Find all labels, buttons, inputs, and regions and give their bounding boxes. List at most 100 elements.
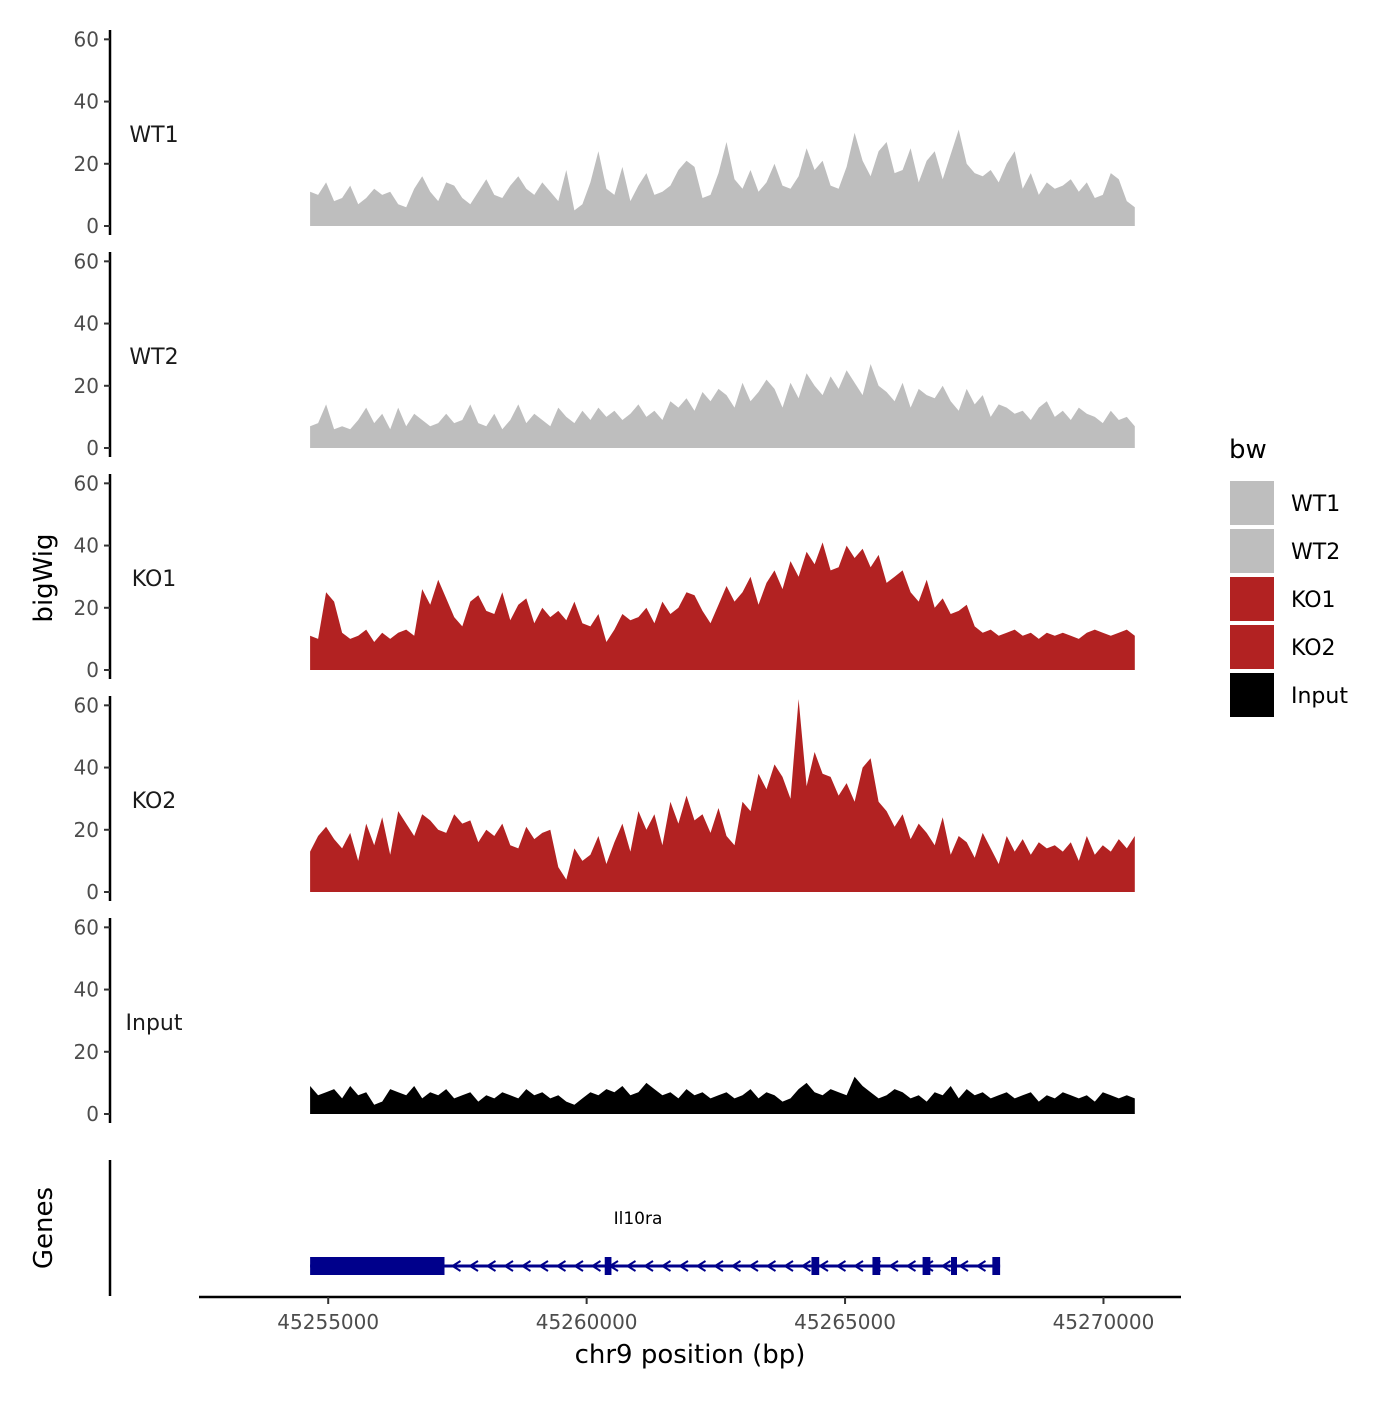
y-axis-title: bigWig: [29, 533, 59, 622]
legend-label: Input: [1291, 684, 1348, 709]
strand-arrow: [555, 1260, 567, 1272]
tracks: 0 20 40 60 WT1 0 20 40 60 WT2 0 20 40 60 KO1 0 20 40 60 KO2…: [74, 27, 1135, 1126]
x-axis-title: chr9 position (bp): [575, 1340, 806, 1370]
strand-arrow: [888, 1260, 899, 1272]
gene-label: Il10ra: [614, 1209, 663, 1229]
strand-arrow: [503, 1260, 514, 1272]
strand-arrow: [450, 1260, 462, 1272]
strand-arrow: [520, 1260, 532, 1272]
strand-arrow: [713, 1260, 724, 1272]
y-tick-label: 0: [86, 1102, 99, 1126]
strand-arrow: [590, 1260, 602, 1272]
exon: [872, 1257, 881, 1275]
legend-swatch: [1228, 527, 1276, 575]
y-tick-label: 0: [86, 436, 99, 460]
track-label: KO2: [132, 789, 177, 814]
legend-swatch: [1228, 575, 1276, 623]
legend-swatch: [1228, 479, 1276, 527]
strand-arrow: [835, 1260, 847, 1272]
x-tick-label: 45255000: [277, 1310, 379, 1334]
strand-arrow: [678, 1260, 689, 1272]
track-label: WT1: [129, 123, 178, 148]
track-wt2: 0 20 40 60 WT2: [74, 249, 1135, 460]
exon: [310, 1257, 445, 1275]
strand-arrow: [573, 1260, 584, 1272]
strand-arrow: [975, 1260, 987, 1272]
strand-arrow: [748, 1260, 759, 1272]
y-tick-label: 60: [74, 249, 99, 273]
exon: [992, 1257, 1001, 1275]
y-tick-label: 40: [74, 978, 99, 1002]
legend-item-ko1: KO1: [1228, 575, 1336, 623]
area-input: [310, 1076, 1135, 1114]
exon: [951, 1257, 958, 1275]
genes-axis-title: Genes: [29, 1187, 59, 1269]
strand-arrow: [905, 1260, 917, 1272]
strand-arrow: [800, 1260, 812, 1272]
y-tick-label: 0: [86, 880, 99, 904]
strand-arrow: [695, 1260, 707, 1272]
y-tick-label: 60: [74, 471, 99, 495]
x-axis: 45255000 45260000 45265000 45270000: [199, 1295, 1181, 1334]
strand-arrow: [958, 1260, 969, 1272]
strand-arrow: [643, 1260, 654, 1272]
exon: [604, 1257, 612, 1275]
area-ko1: [310, 542, 1135, 670]
strand-arrow: [485, 1260, 497, 1272]
y-tick-label: 0: [86, 658, 99, 682]
legend-item-wt2: WT2: [1228, 527, 1340, 575]
legend-label: KO1: [1291, 588, 1336, 613]
track-label: Input: [126, 1011, 183, 1036]
x-tick-label: 45260000: [536, 1310, 638, 1334]
legend-item-ko2: KO2: [1228, 623, 1336, 671]
legend-item-wt1: WT1: [1228, 479, 1340, 527]
y-tick-label: 40: [74, 90, 99, 114]
y-tick-label: 0: [86, 214, 99, 238]
gene-panel: Il10ra: [108, 1160, 1001, 1296]
x-tick-label: 45270000: [1053, 1310, 1155, 1334]
legend-swatch: [1228, 671, 1276, 719]
track-ko1: 0 20 40 60 KO1: [74, 471, 1135, 682]
area-ko2: [310, 699, 1135, 892]
y-tick-label: 20: [74, 596, 99, 620]
exon: [922, 1257, 931, 1275]
exon: [811, 1257, 820, 1275]
y-tick-label: 40: [74, 534, 99, 558]
y-tick-label: 40: [74, 756, 99, 780]
legend: bw WT1 WT2 KO1 KO2 Input: [1228, 435, 1348, 719]
legend-items: WT1 WT2 KO1 KO2 Input: [1228, 479, 1348, 719]
y-tick-label: 20: [74, 818, 99, 842]
y-tick-label: 20: [74, 374, 99, 398]
y-tick-label: 20: [74, 1040, 99, 1064]
strand-arrow: [765, 1260, 777, 1272]
strand-arrow: [625, 1260, 637, 1272]
y-tick-label: 60: [74, 27, 99, 51]
strand-arrow: [940, 1260, 952, 1272]
y-tick-label: 20: [74, 152, 99, 176]
strand-arrow: [468, 1260, 479, 1272]
area-wt1: [310, 129, 1135, 226]
legend-label: KO2: [1291, 636, 1336, 661]
y-tick-label: 60: [74, 693, 99, 717]
x-tick-label: 45265000: [794, 1310, 896, 1334]
track-wt1: 0 20 40 60 WT1: [74, 27, 1135, 238]
track-ko2: 0 20 40 60 KO2: [74, 693, 1135, 904]
strand-arrow: [783, 1260, 794, 1272]
y-tick-label: 40: [74, 312, 99, 336]
legend-item-input: Input: [1228, 671, 1348, 719]
strand-arrow: [538, 1260, 549, 1272]
strand-arrow: [853, 1260, 864, 1272]
y-tick-label: 60: [74, 915, 99, 939]
legend-label: WT1: [1291, 492, 1340, 517]
legend-swatch: [1228, 623, 1276, 671]
strand-arrow: [818, 1260, 829, 1272]
legend-title: bw: [1229, 435, 1267, 465]
track-label: WT2: [129, 345, 178, 370]
legend-label: WT2: [1291, 540, 1340, 565]
area-wt2: [310, 364, 1135, 448]
track-input: 0 20 40 60 Input: [74, 915, 1135, 1126]
strand-arrow: [730, 1260, 742, 1272]
strand-arrow: [660, 1260, 672, 1272]
